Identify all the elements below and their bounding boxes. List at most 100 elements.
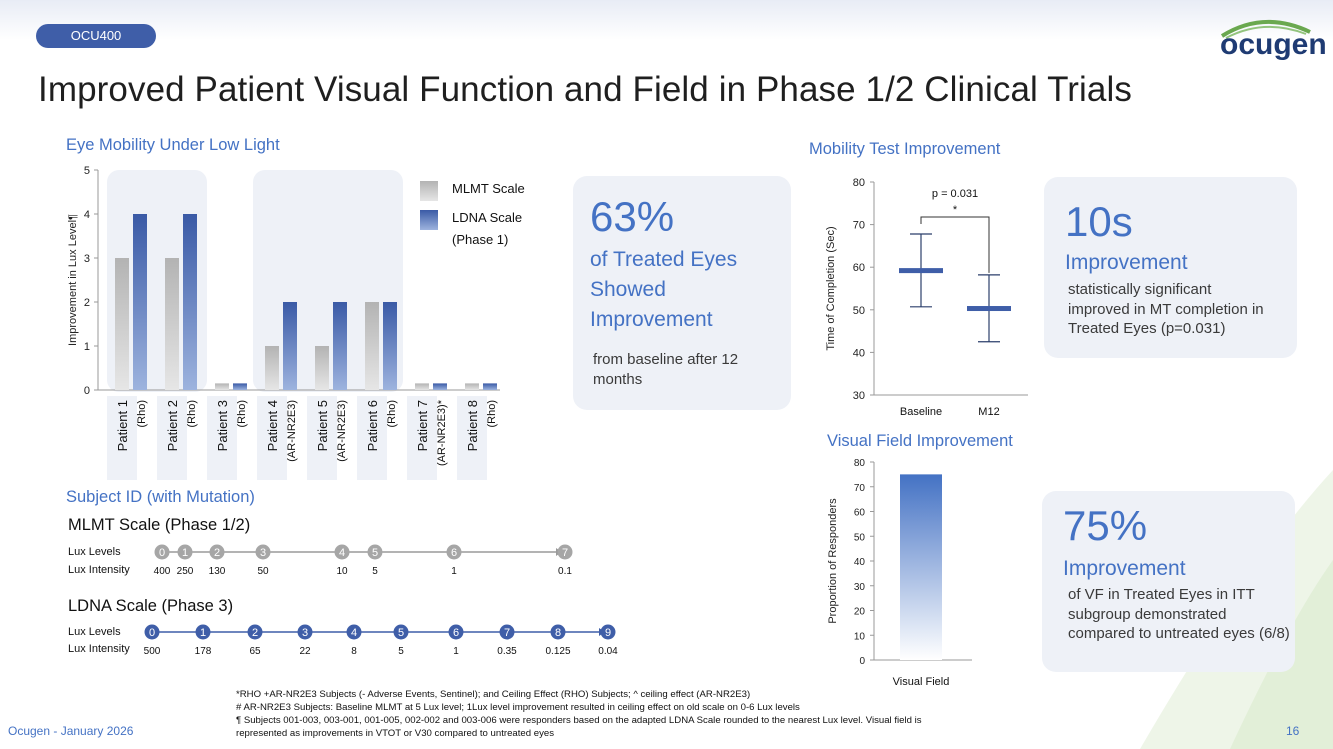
y-tick-label: 1 — [84, 341, 90, 353]
bar-ldna-p2 — [183, 214, 197, 390]
bar-mlmt-p5 — [315, 346, 329, 390]
program-tag: OCU400 — [36, 24, 156, 48]
lux-intensity: 0.125 — [545, 646, 570, 657]
lux-intensity: 0.35 — [497, 646, 517, 657]
level-node — [448, 624, 464, 640]
p-value-label: p = 0.031 — [932, 188, 978, 200]
bar-ldna-p6 — [383, 302, 397, 390]
y-axis-label: Time of Completion (Sec) — [825, 226, 837, 350]
y-tick-label: 80 — [853, 177, 865, 189]
level-number: 5 — [398, 627, 404, 639]
patient-label-box — [257, 396, 287, 480]
y-tick-label: 30 — [853, 390, 865, 402]
level-number: 6 — [451, 547, 457, 559]
mutation-label: (AR-NR2E3) — [286, 400, 298, 462]
y-tick-label: 5 — [84, 165, 90, 177]
level-number: 2 — [214, 547, 220, 559]
y-tick-label: 70 — [853, 220, 865, 232]
footnotes: *RHO +AR-NR2E3 Subjects (- Adverse Event… — [236, 688, 1066, 741]
footer-date: Ocugen - January 2026 — [8, 724, 134, 738]
x-tick-label: M12 — [978, 406, 999, 418]
patient-label-box — [107, 396, 137, 480]
bar-mlmt-p7 — [415, 383, 429, 390]
level-node — [334, 544, 350, 560]
page-number: 16 — [1286, 724, 1300, 738]
patient-label: Patient 2 — [165, 400, 180, 451]
legend-swatch-ldna — [420, 210, 438, 230]
level-number: 7 — [504, 627, 510, 639]
y-axis-label: Proportion of Responders — [827, 498, 839, 624]
level-number: 1 — [200, 627, 206, 639]
mlmt-levels-label: Lux Levels — [68, 546, 121, 558]
patient-label-box — [457, 396, 487, 480]
patient-label-box — [357, 396, 387, 480]
mutation-label: (AR-NR2E3) — [336, 400, 348, 462]
legend-swatch-mlmt — [420, 181, 438, 201]
median-baseline — [899, 268, 943, 274]
level-number: 0 — [149, 627, 155, 639]
bar-mlmt-p3 — [215, 383, 229, 390]
bar-visual-field — [900, 474, 942, 660]
section-title-mobility-test: Mobility Test Improvement — [809, 140, 1001, 158]
y-tick-label: 70 — [854, 483, 866, 494]
lux-intensity: 1 — [453, 646, 459, 657]
eye-mobility-chart: 0 1 2 3 4 5 Improvement in Lux Level¶ Patient 1… — [67, 165, 525, 480]
section-title-subject-id: Subject ID (with Mutation) — [66, 488, 255, 506]
y-tick-label: 60 — [854, 508, 866, 519]
mutation-label: (Rho) — [486, 400, 498, 428]
footnote-2: # AR-NR2E3 Subjects: Baseline MLMT at 5 … — [236, 702, 800, 714]
mutation-label: (Rho) — [186, 400, 198, 428]
lux-intensity: 130 — [209, 566, 226, 577]
level-number: 9 — [605, 627, 611, 639]
level-number: 3 — [302, 627, 308, 639]
header-band — [0, 0, 1333, 40]
level-number: 0 — [159, 547, 165, 559]
ldna-levels-label: Lux Levels — [68, 626, 121, 638]
footnote-3: ¶ Subjects 001-003, 003-001, 001-005, 00… — [236, 715, 922, 727]
level-number: 4 — [339, 547, 345, 559]
ldna-scale-title: LDNA Scale (Phase 3) — [68, 597, 234, 615]
level-number: 4 — [351, 627, 357, 639]
footnote-4: represented as improvements in VTOT or V… — [236, 728, 555, 740]
level-number: 1 — [182, 547, 188, 559]
median-m12 — [967, 306, 1011, 312]
stat-card-75: 75% Improvement of VF in Treated Eyes in… — [1042, 491, 1295, 672]
bar-ldna-p4 — [283, 302, 297, 390]
section-title-visual-field: Visual Field Improvement — [827, 432, 1013, 450]
patient-label: Patient 8 — [465, 400, 480, 451]
stat-10s-desc: statistically significant improved in MT… — [1068, 281, 1264, 337]
level-number: 5 — [372, 547, 378, 559]
legend-label-mlmt: MLMT Scale — [452, 181, 525, 196]
ldna-intensity-label: Lux Intensity — [68, 643, 130, 655]
significance-bracket — [920, 216, 990, 273]
visual-field-chart: 0 10 20 30 40 50 60 70 80 Proportion of Responder… — [827, 458, 972, 688]
y-tick-label: 0 — [859, 656, 865, 667]
level-node — [255, 544, 271, 560]
y-tick-label: 50 — [854, 532, 866, 543]
lux-intensity: 5 — [398, 646, 404, 657]
stat-63-line3: Improvement — [590, 307, 713, 331]
patient-label: Patient 1 — [115, 400, 130, 451]
lux-intensity: 5 — [372, 566, 378, 577]
page-title: Improved Patient Visual Function and Fie… — [38, 70, 1132, 109]
stat-10s-sub: Improvement — [1065, 251, 1188, 274]
ldna-scale-track: 0 500 1 178 2 65 3 22 4 8 5 5 6 1 7 0.35 8 0.125 9 0.04 — [144, 624, 618, 657]
bar-mlmt-p1 — [115, 258, 129, 390]
level-number: 6 — [453, 627, 459, 639]
footnote-1: *RHO +AR-NR2E3 Subjects (- Adverse Event… — [236, 689, 751, 700]
lux-intensity: 10 — [336, 566, 348, 577]
level-node — [247, 624, 263, 640]
stat-card-10s: 10s Improvement statistically significan… — [1044, 177, 1297, 358]
y-tick-label: 3 — [84, 253, 90, 265]
patient-label-box — [207, 396, 237, 480]
stat-75-desc: of VF in Treated Eyes in ITT subgroup de… — [1068, 586, 1290, 642]
level-node — [346, 624, 362, 640]
y-tick-label: 10 — [854, 631, 866, 642]
level-node — [144, 624, 160, 640]
level-node — [177, 544, 193, 560]
bar-ldna-p3 — [233, 383, 247, 390]
patient-label: Patient 7 — [415, 400, 430, 451]
bar-ldna-p1 — [133, 214, 147, 390]
y-tick-label: 80 — [854, 458, 866, 469]
y-tick-label: 2 — [84, 297, 90, 309]
